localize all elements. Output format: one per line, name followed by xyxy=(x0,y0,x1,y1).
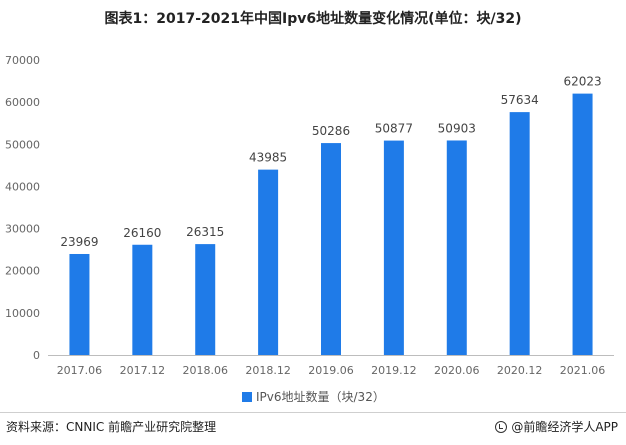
legend-swatch xyxy=(242,392,252,402)
y-tick-label: 30000 xyxy=(5,223,40,236)
bar xyxy=(572,93,593,355)
x-axis-labels: 2017.06 2017.12 2018.06 2018.12 2019.06 2019.… xyxy=(57,364,606,377)
x-tick-label: 2020.06 xyxy=(434,364,480,377)
bar-value-label: 43985 xyxy=(249,151,287,165)
bar-value-label: 50903 xyxy=(438,121,476,135)
brand-label: @前瞻经济学人APP xyxy=(511,420,618,434)
source-note: 资料来源：CNNIC 前瞻产业研究院整理 xyxy=(6,420,217,434)
brand-credit: @前瞻经济学人APP xyxy=(495,418,618,435)
bar-value-labels: 23969 26160 26315 43985 50286 50877 50903 57634… xyxy=(60,75,601,249)
y-tick-label: 20000 xyxy=(5,265,40,278)
bar xyxy=(509,112,530,355)
bar-value-label: 26160 xyxy=(123,226,161,240)
bar xyxy=(195,244,216,355)
bar-value-label: 62023 xyxy=(563,75,601,89)
y-axis-labels: 0 10000 20000 30000 40000 50000 60000 70000 xyxy=(5,54,40,362)
bar-value-label: 50877 xyxy=(375,122,413,136)
x-tick-label: 2019.12 xyxy=(371,364,417,377)
bar-value-label: 23969 xyxy=(60,235,98,249)
bar xyxy=(321,143,341,355)
x-tick-label: 2019.06 xyxy=(308,364,354,377)
bar-value-label: 26315 xyxy=(186,225,224,239)
legend: IPv6地址数量（块/32） xyxy=(242,389,385,404)
bar xyxy=(132,244,153,355)
bars xyxy=(69,93,593,355)
bar-chart: 0 10000 20000 30000 40000 50000 60000 70000 239… xyxy=(5,54,614,404)
y-tick-label: 50000 xyxy=(5,138,40,151)
y-tick-label: 40000 xyxy=(5,180,40,193)
x-tick-label: 2020.12 xyxy=(497,364,543,377)
bar xyxy=(383,140,404,355)
y-tick-label: 0 xyxy=(33,349,40,362)
legend-label: IPv6地址数量（块/32） xyxy=(256,389,385,404)
x-tick-label: 2018.06 xyxy=(182,364,228,377)
x-tick-label: 2017.12 xyxy=(120,364,166,377)
x-tick-label: 2018.12 xyxy=(245,364,291,377)
bar xyxy=(258,169,279,355)
y-tick-label: 10000 xyxy=(5,307,40,320)
bar-value-label: 50286 xyxy=(312,124,350,138)
footer-divider xyxy=(0,412,626,413)
y-tick-label: 60000 xyxy=(5,96,40,109)
brand-check-icon xyxy=(495,420,508,433)
x-tick-label: 2017.06 xyxy=(57,364,103,377)
bar-value-label: 57634 xyxy=(501,93,539,107)
y-tick-label: 70000 xyxy=(5,54,40,67)
bar xyxy=(446,140,467,355)
chart-title: 图表1：2017-2021年中国Ipv6地址数量变化情况(单位：块/32) xyxy=(104,11,522,27)
bar xyxy=(69,253,90,355)
x-tick-label: 2021.06 xyxy=(560,364,606,377)
